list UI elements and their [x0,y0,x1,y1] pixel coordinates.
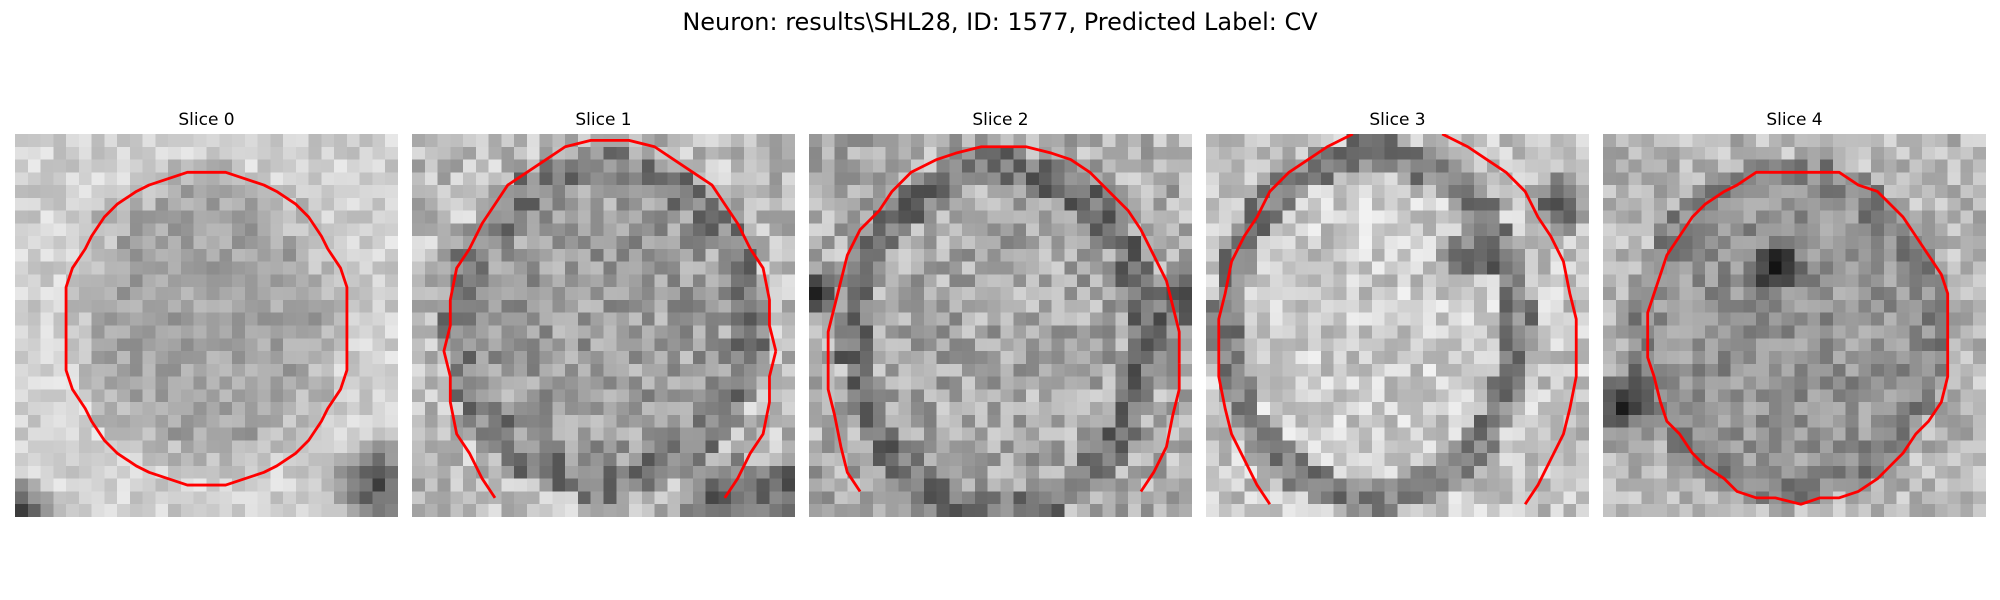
cell-contour-1-1 [442,138,778,499]
slice-panel-2: Slice 2 [809,108,1192,520]
slice-image-4 [1603,134,1986,517]
pixel-grid-1 [412,134,795,517]
slice-panel-1: Slice 1 [412,108,795,520]
slice-title-2: Slice 2 [972,110,1029,130]
slice-image-2 [809,134,1192,517]
cell-contour-0 [64,170,349,487]
cell-contour-2-1 [826,145,1181,493]
slice-title-0: Slice 0 [178,110,235,130]
cell-contour-2-0 [1139,363,1181,493]
slice-title-1: Slice 1 [575,110,632,130]
cell-contour-3-1 [1217,134,1354,506]
slice-title-4: Slice 4 [1766,110,1823,130]
pixel-grid-3 [1206,134,1589,517]
slice-panel-3: Slice 3 [1206,108,1589,520]
slice-image-1 [412,134,795,517]
cell-contour-3-0 [1523,351,1578,506]
pixel-grid-0 [15,134,398,517]
slice-panel-4: Slice 4 [1603,108,1986,520]
slice-title-3: Slice 3 [1369,110,1426,130]
slice-image-3 [1206,134,1589,517]
figure-title: Neuron: results\SHL28, ID: 1577, Predict… [682,8,1318,36]
cell-contour-4 [1646,170,1950,506]
slice-image-0 [15,134,398,517]
slice-panel-0: Slice 0 [15,108,398,520]
pixel-grid-2 [809,134,1192,517]
cell-contour-3-2 [1441,134,1578,352]
pixel-grid-4 [1603,134,1986,517]
cell-contour-1-0 [723,350,778,499]
